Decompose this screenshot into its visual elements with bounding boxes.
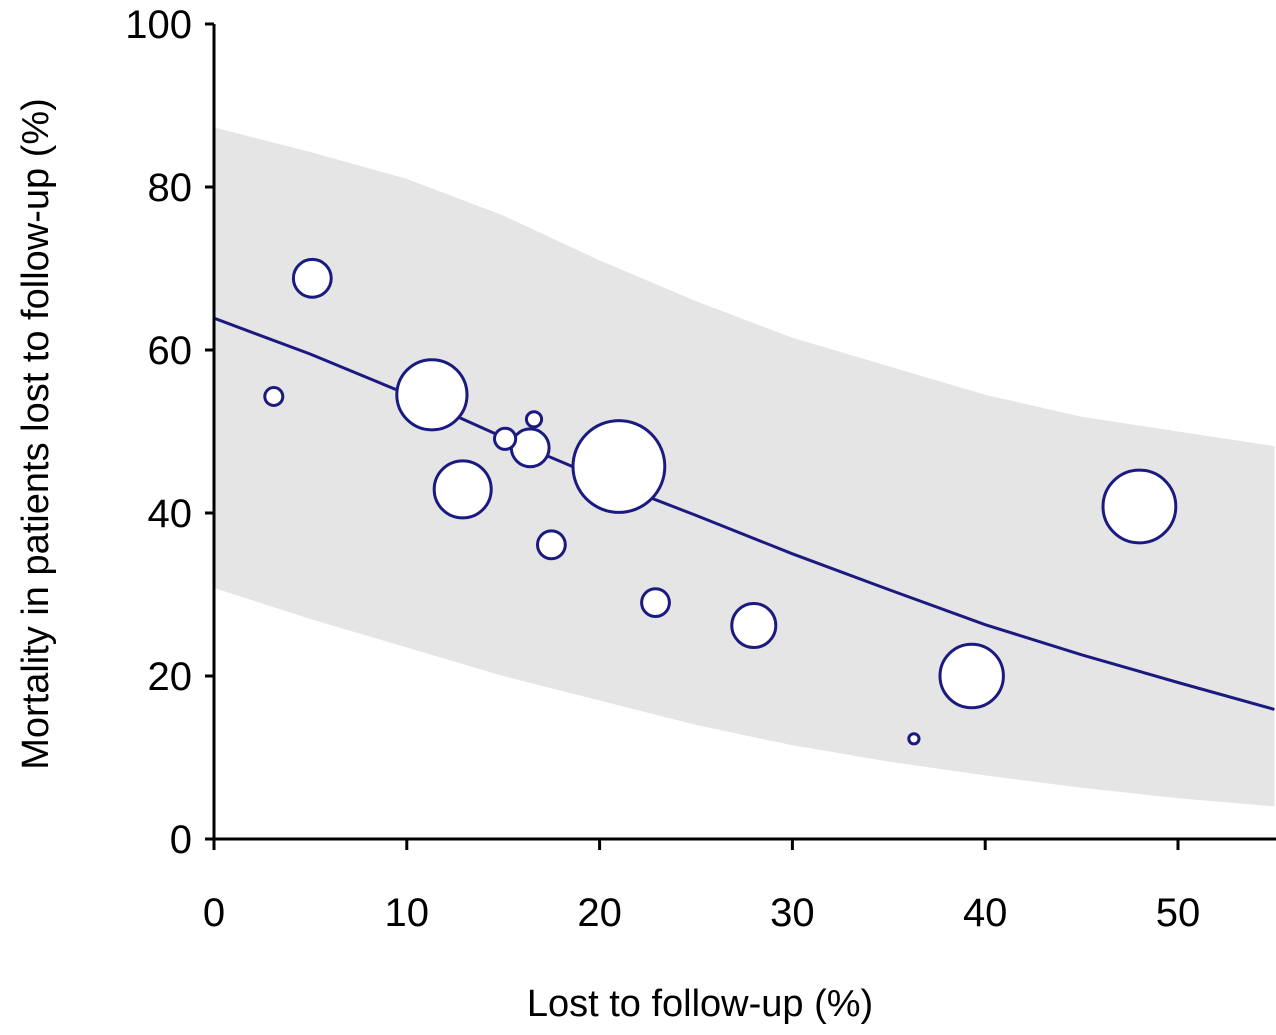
x-tick-label: 30 [770,891,815,935]
y-tick-label: 40 [148,492,193,536]
confidence-band [214,127,1275,807]
data-bubble [291,257,333,299]
y-tick-label: 60 [148,329,193,373]
x-tick-label: 40 [963,891,1008,935]
data-bubble [1101,468,1178,545]
fit-line-layer [214,316,1275,711]
y-tick-label: 20 [148,655,193,699]
data-bubble [571,419,667,514]
data-bubble [432,459,493,520]
data-bubble [493,426,518,451]
axes: 0 20 40 60 80 100 0 10 20 30 40 50 [125,3,1276,935]
regression-line [214,316,1275,711]
data-bubble [536,529,567,561]
y-tick-label: 100 [125,3,192,47]
data-bubble [938,642,1005,710]
x-tick-label: 20 [577,891,622,935]
y-tick-label: 80 [148,166,193,210]
y-tick-label: 0 [170,818,192,862]
x-axis-title: Lost to follow-up (%) [527,983,873,1025]
data-bubble [263,386,285,407]
data-bubble [640,587,671,618]
y-axis-title: Mortality in patients lost to follow-up … [15,98,57,770]
data-bubble [730,602,778,649]
x-tick-label: 10 [385,891,430,935]
data-bubble [395,358,469,432]
confidence-band-layer [214,127,1275,807]
bubble-layer [263,257,1178,746]
data-bubble [524,410,544,429]
data-bubble [509,427,551,469]
x-tick-label: 50 [1156,891,1201,935]
data-bubble [907,732,921,746]
x-tick-label: 0 [203,891,225,935]
